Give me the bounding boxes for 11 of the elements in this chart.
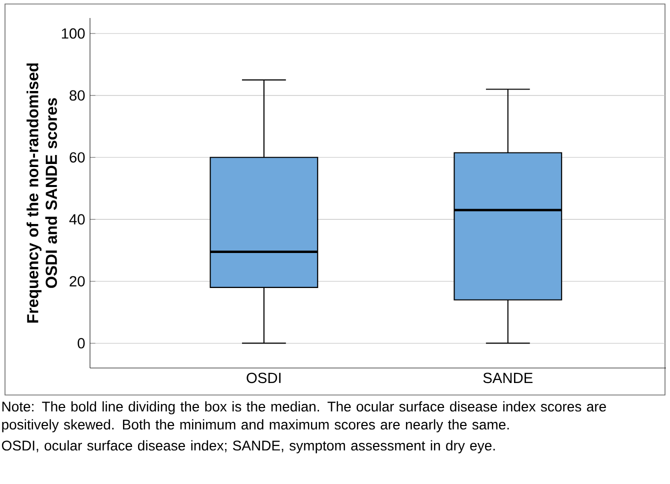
text: Note: The bold line dividing the box is the median. The ocular surface disease index scores are positively skewed. Both the minimum and maximum scores are nearly the same. xyxy=(2,401,606,432)
y-tick-label: 0 xyxy=(78,338,85,348)
y-tick-label: 80 xyxy=(70,90,85,101)
text: OSDI, ocular surface disease index; SANDE, symptom assessment in dry eye. xyxy=(2,440,495,454)
x-tick-label: SANDE xyxy=(483,372,533,384)
y-tick-label: 60 xyxy=(70,152,85,163)
y-axis-title: Frequency of the non-randomised OSDI and SANDE scores xyxy=(26,63,57,323)
y-tick-label: 20 xyxy=(70,276,85,286)
x-tick-label: OSDI xyxy=(246,372,281,384)
y-tick-label: 100 xyxy=(62,28,85,39)
y-tick-label: 40 xyxy=(69,214,85,225)
